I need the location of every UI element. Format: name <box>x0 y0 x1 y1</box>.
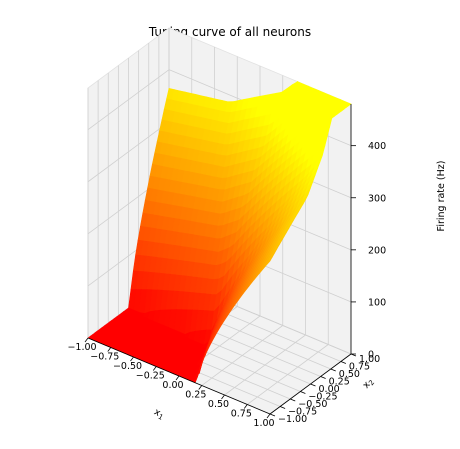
y-tick <box>320 376 326 379</box>
grid-line <box>87 121 170 183</box>
y-tick-label: 0.50 <box>339 369 360 380</box>
y-tick-label: 0.00 <box>319 384 340 395</box>
surface-patch <box>264 256 273 268</box>
x-tick <box>130 356 134 362</box>
x-tick <box>152 366 157 371</box>
z-tick-label: 400 <box>368 141 386 152</box>
y-tick <box>310 383 316 387</box>
z-tick-label: 100 <box>368 297 386 308</box>
y-tick-label: 0.75 <box>349 362 370 373</box>
x-axis-label: x1 <box>152 407 167 422</box>
x-tick <box>107 347 112 352</box>
x-tick-label: −0.25 <box>136 371 165 382</box>
axes: −1.00−0.75−0.50−0.250.000.250.500.751.00… <box>67 104 386 429</box>
y-tick <box>290 398 296 402</box>
y-tick <box>330 368 336 372</box>
y-tick-label: −0.75 <box>288 407 317 418</box>
x-tick <box>198 385 203 390</box>
z-axis-label: Firing rate (Hz) <box>436 161 447 232</box>
x-tick-label: −1.00 <box>67 342 96 353</box>
y-tick-label: −1.00 <box>278 414 307 425</box>
x-tick <box>266 413 271 419</box>
chart-title: Tuning curve of all neurons <box>148 25 311 39</box>
z-tick-label: 200 <box>368 245 386 256</box>
y-tick <box>340 361 347 364</box>
x-tick-label: 0.75 <box>231 409 252 420</box>
y-tick-label: −0.50 <box>298 399 327 410</box>
x-tick-label: 0.00 <box>162 380 183 391</box>
x-tick <box>175 375 180 381</box>
x-tick-label: 0.50 <box>208 399 229 410</box>
x-tick <box>243 404 248 409</box>
x-tick-label: −0.50 <box>113 361 142 372</box>
surface-plot <box>87 80 352 384</box>
y-tick <box>300 391 306 394</box>
y-tick <box>279 406 286 409</box>
x-tick <box>221 394 225 400</box>
z-tick-label: 300 <box>368 193 386 204</box>
y-tick-label: 1.00 <box>359 354 380 365</box>
y-axis-label: x2 <box>361 376 377 391</box>
z-tick-label: 0 <box>368 350 374 361</box>
y-tick-label: −0.25 <box>308 392 337 403</box>
y-tick-label: 0.25 <box>329 377 350 388</box>
y-tick <box>269 413 276 417</box>
x-tick-label: 0.25 <box>185 390 206 401</box>
x-tick <box>84 337 89 343</box>
x-tick-label: 1.00 <box>253 418 274 429</box>
x-tick-label: −0.75 <box>90 352 119 363</box>
grid-line <box>87 69 170 130</box>
